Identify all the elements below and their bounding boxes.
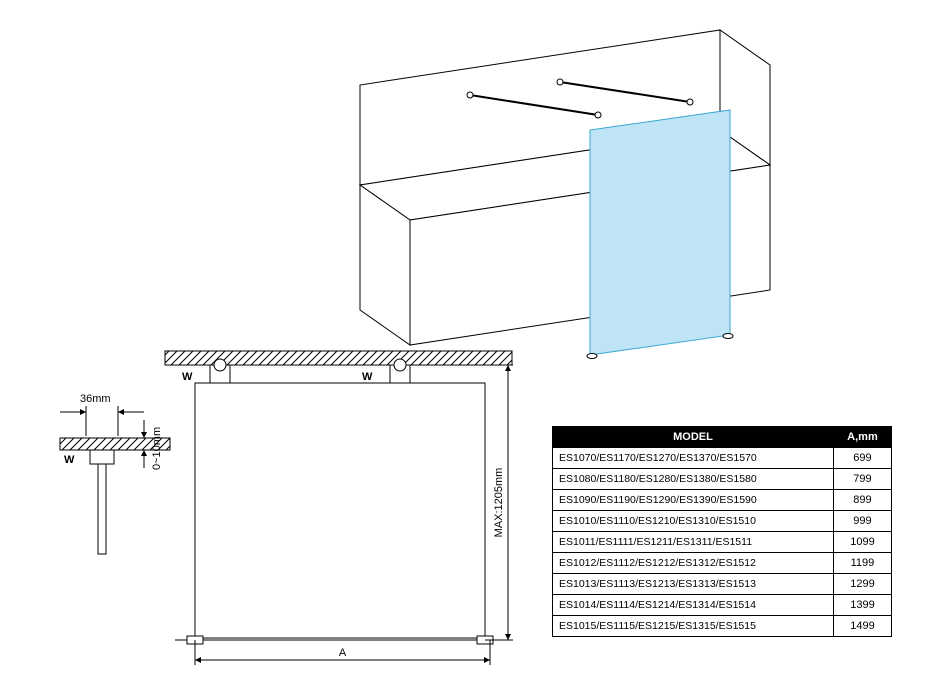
floor-clamp-icon (723, 334, 733, 339)
detail-pole (98, 464, 106, 554)
detail-w-label: W (64, 454, 75, 466)
cell-model: ES1080/ES1180/ES1280/ES1380/ES1580 (553, 469, 834, 490)
wall-mount-icon (467, 92, 473, 98)
cell-model: ES1013/ES1113/ES1213/ES1313/ES1513 (553, 574, 834, 595)
iso-view (360, 30, 770, 359)
table-row: ES1012/ES1112/ES1212/ES1312/ES15121199 (553, 553, 892, 574)
cell-model: ES1010/ES1110/ES1210/ES1310/ES1510 (553, 511, 834, 532)
dim-36-label: 36mm (80, 393, 111, 405)
cell-model: ES1011/ES1111/ES1211/ES1311/ES1511 (553, 532, 834, 553)
table-row: ES1080/ES1180/ES1280/ES1380/ES1580799 (553, 469, 892, 490)
cell-a: 1199 (833, 553, 891, 574)
cell-a: 1099 (833, 532, 891, 553)
cell-model: ES1015/ES1115/ES1215/ES1315/ES1515 (553, 616, 834, 637)
spec-table: MODEL A,mm ES1070/ES1170/ES1270/ES1370/E… (552, 426, 892, 637)
dim-010-label: 0~10mm (151, 427, 163, 470)
th-a: A,mm (833, 427, 891, 448)
wall-mount-icon (557, 79, 563, 85)
cell-a: 999 (833, 511, 891, 532)
table-row: ES1010/ES1110/ES1210/ES1310/ES1510999 (553, 511, 892, 532)
bar-clamp-icon (595, 112, 601, 118)
mount-detail: 36mm 0~10mm W (60, 393, 170, 554)
dimension-a: A (195, 640, 490, 665)
cell-a: 1499 (833, 616, 891, 637)
iso-glass-panel (590, 110, 730, 355)
detail-mount-body (90, 450, 114, 464)
front-elevation: W W A MAX:1205mm (165, 351, 513, 665)
table-row: ES1070/ES1170/ES1270/ES1370/ES1570699 (553, 448, 892, 469)
bar-clamp-icon (687, 99, 693, 105)
w-label: W (182, 371, 193, 383)
w-label: W (362, 371, 373, 383)
cell-model: ES1014/ES1114/ES1214/ES1314/ES1514 (553, 595, 834, 616)
cell-a: 699 (833, 448, 891, 469)
table-row: ES1014/ES1114/ES1214/ES1314/ES15141399 (553, 595, 892, 616)
cell-a: 1299 (833, 574, 891, 595)
table-row: ES1015/ES1115/ES1215/ES1315/ES15151499 (553, 616, 892, 637)
cell-a: 899 (833, 490, 891, 511)
cell-model: ES1090/ES1190/ES1290/ES1390/ES1590 (553, 490, 834, 511)
ceiling-mount-plate-icon (394, 359, 406, 371)
floor-clamp-icon (587, 354, 597, 359)
table-row: ES1011/ES1111/ES1211/ES1311/ES15111099 (553, 532, 892, 553)
cell-model: ES1070/ES1170/ES1270/ES1370/ES1570 (553, 448, 834, 469)
dimension-height: MAX:1205mm (485, 365, 513, 640)
cell-a: 1399 (833, 595, 891, 616)
ceiling-mount-plate-icon (214, 359, 226, 371)
front-glass-panel (195, 383, 485, 638)
th-model: MODEL (553, 427, 834, 448)
cell-a: 799 (833, 469, 891, 490)
dimension-height-label: MAX:1205mm (493, 468, 505, 538)
dimension-a-label: A (339, 647, 347, 659)
table-row: ES1090/ES1190/ES1290/ES1390/ES1590899 (553, 490, 892, 511)
cell-model: ES1012/ES1112/ES1212/ES1312/ES1512 (553, 553, 834, 574)
table-row: ES1013/ES1113/ES1213/ES1313/ES15131299 (553, 574, 892, 595)
